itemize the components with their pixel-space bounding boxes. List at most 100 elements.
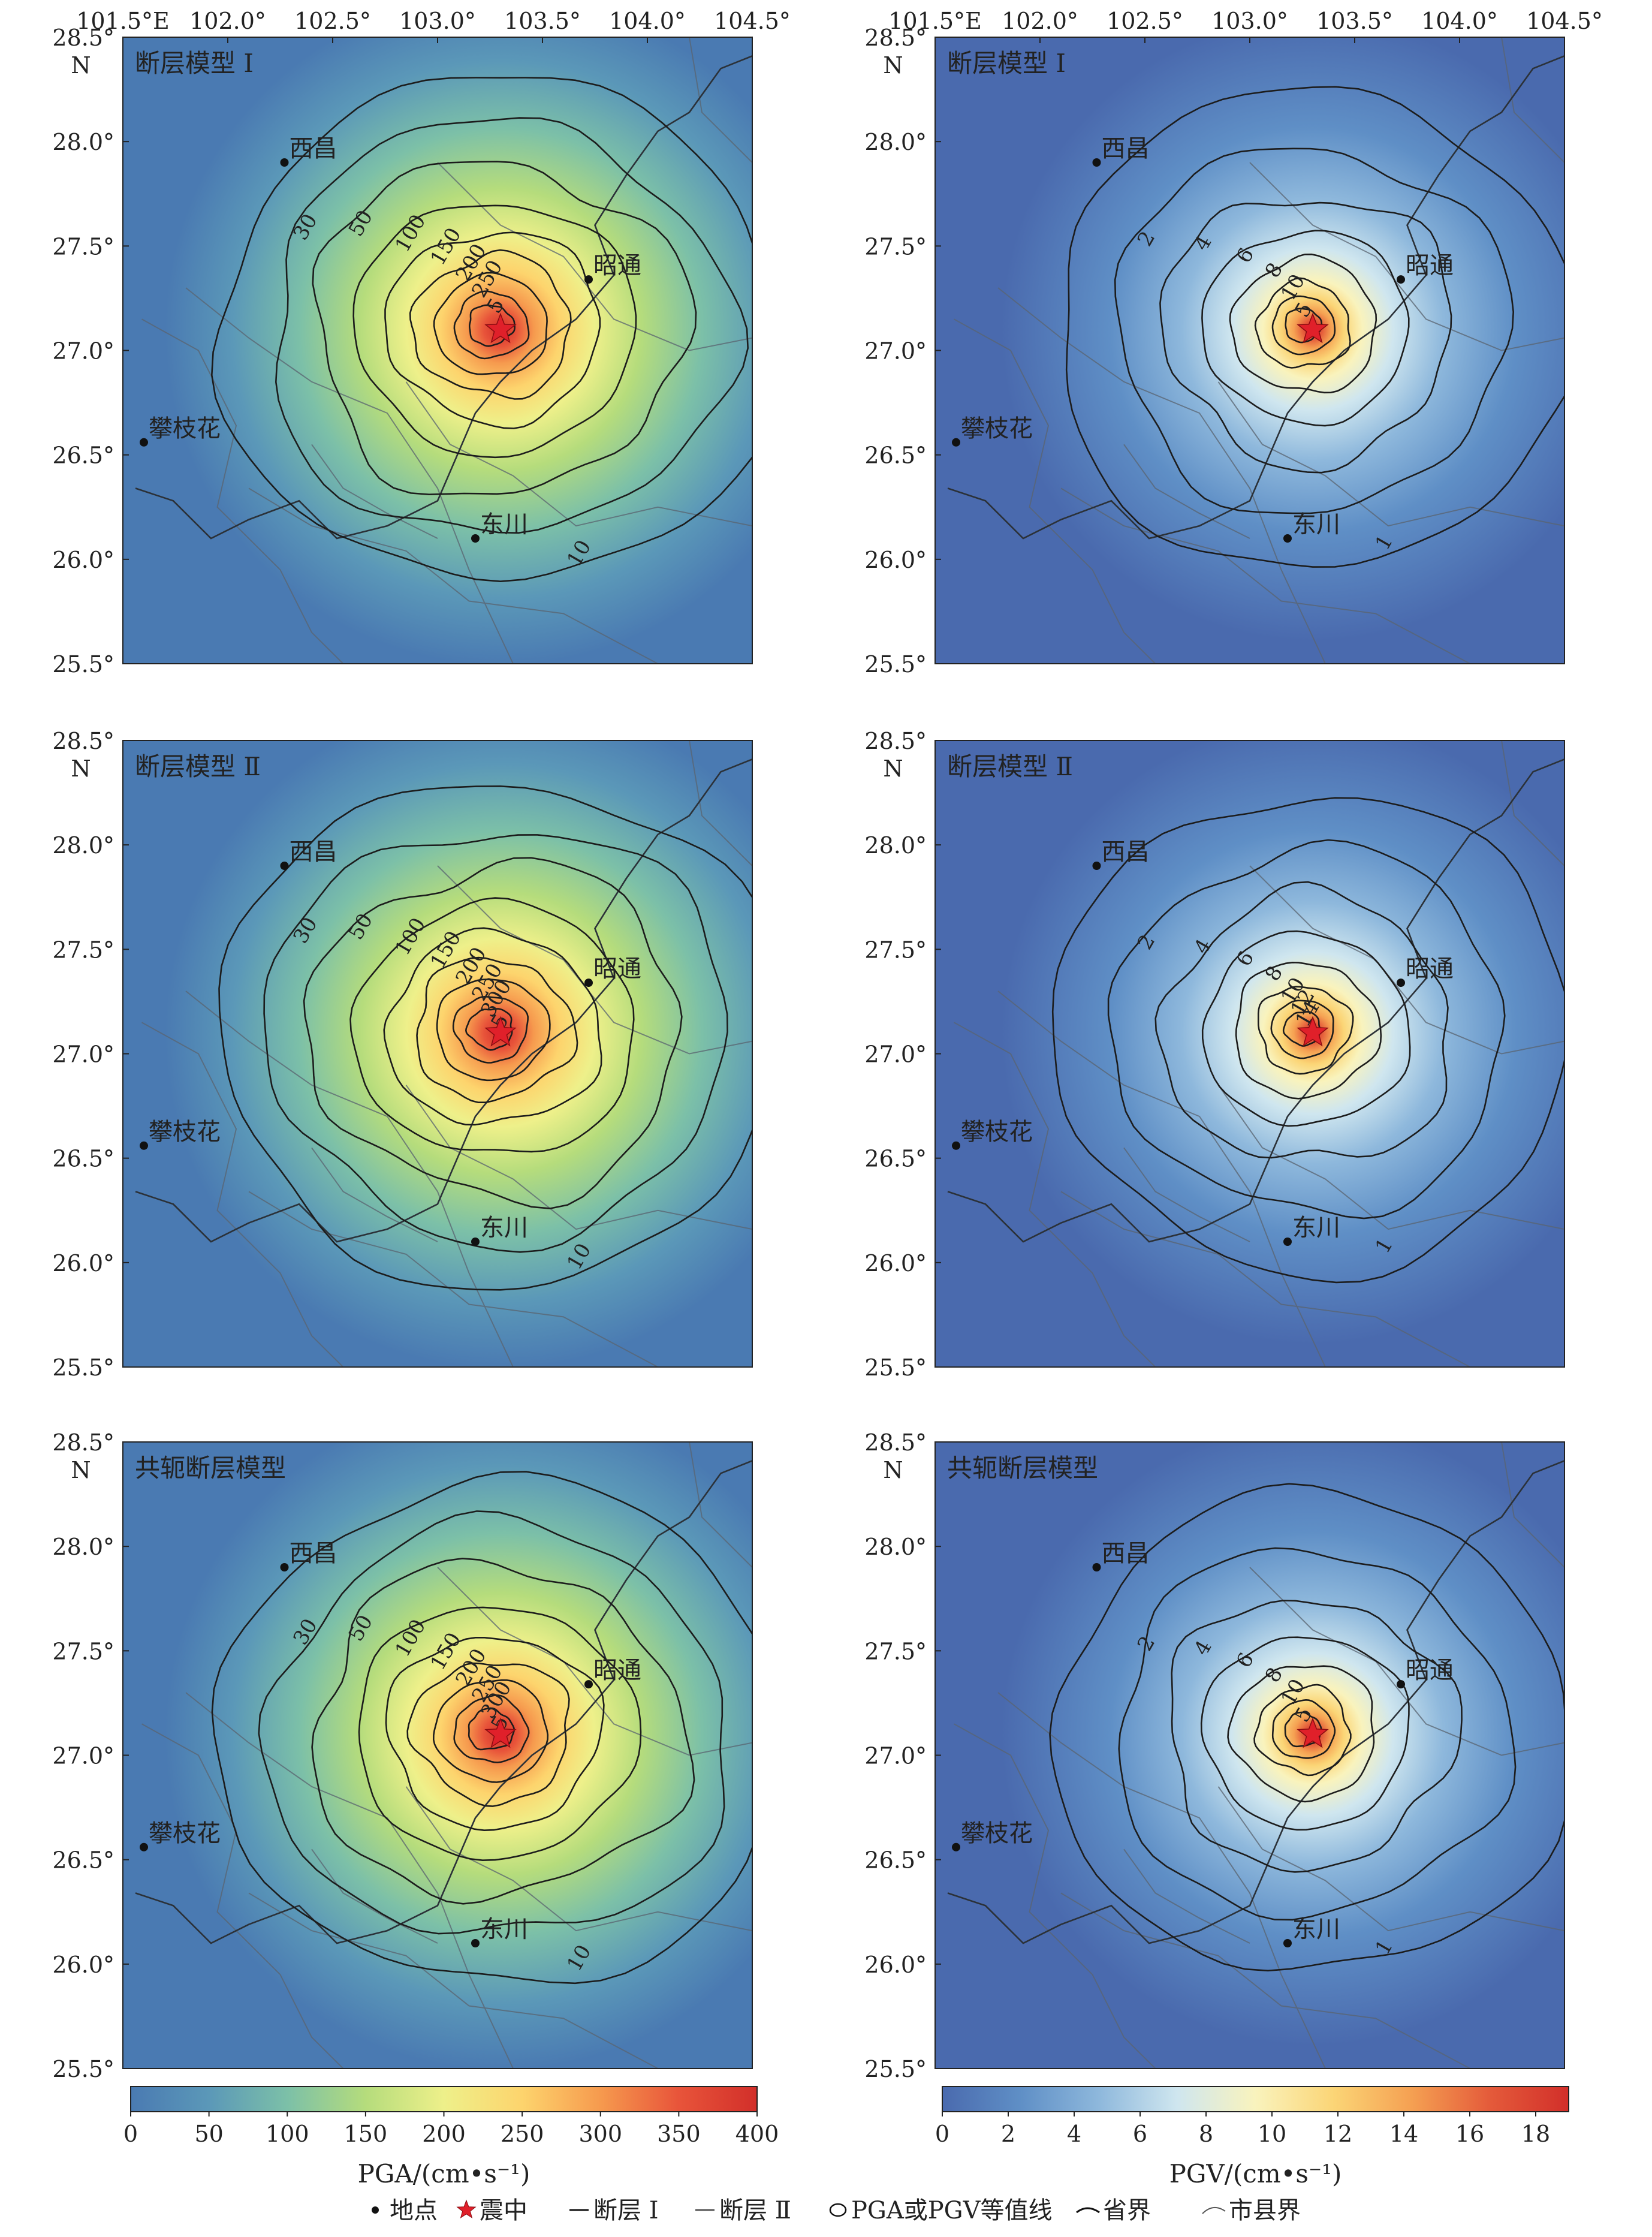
- place-dot: [584, 275, 593, 284]
- place-label: 昭通: [593, 1657, 641, 1684]
- panel-title: 断层模型 Ⅱ: [947, 752, 1073, 781]
- province-boundaries: [135, 758, 752, 1243]
- place-dot: [140, 1141, 148, 1150]
- place-label: 攀枝花: [961, 1820, 1033, 1847]
- place-label: 攀枝花: [149, 415, 221, 442]
- lon-tick-label: 102.5°: [294, 8, 371, 34]
- contour-lines: [210, 77, 752, 583]
- lon-tick-label: 104.5°: [714, 8, 791, 34]
- lat-tick-label: 27.5°: [52, 937, 114, 963]
- colorbar-tick: 250: [501, 2121, 544, 2147]
- place-label: 攀枝花: [961, 415, 1033, 442]
- county-boundaries: [954, 1442, 1564, 2069]
- place-dot: [952, 1141, 960, 1150]
- lat-tick-label: 28.0°: [52, 832, 114, 859]
- place-dot: [1092, 862, 1101, 870]
- province-boundaries: [135, 1460, 752, 1944]
- colorbar-tick: 0: [123, 2121, 138, 2147]
- lon-tick-label: 103.5°: [504, 8, 581, 34]
- intensity-field: [935, 740, 1564, 1367]
- colorbar-tick: 6: [1133, 2121, 1147, 2147]
- colorbar-tick: 350: [657, 2121, 701, 2147]
- lat-unit-label: N: [883, 755, 903, 782]
- colorbar-tick: 14: [1389, 2121, 1418, 2147]
- contour-lines: [1049, 1483, 1564, 1972]
- lat-tick-label: 27.5°: [864, 1638, 927, 1664]
- place-dot: [952, 1842, 960, 1851]
- colorbar-tick: 0: [935, 2121, 949, 2147]
- lat-tick-label: 27.0°: [864, 1041, 927, 1068]
- place-label: 西昌: [1102, 135, 1150, 162]
- legend-contour: PGA或PGV等值线: [851, 2197, 1053, 2224]
- axis-ticks: 28.5° 28.0° 27.5° 27.0° 26.5° 26.0° 25.5° N: [864, 1429, 941, 2082]
- colorbar-pgv: 0 2 4 6 8 10 12 14 16 18 PGV/(cm•s⁻¹): [935, 2086, 1569, 2188]
- lat-tick-label: 26.5°: [52, 442, 114, 469]
- map-panel-pgv-conj: 12 468105西昌昭通攀枝花东川共轭断层模型28.5°28.0°27.5°27…: [864, 1429, 1565, 2082]
- epicenter-star: [484, 1717, 517, 1748]
- place-label: 西昌: [290, 135, 337, 162]
- province-boundaries: [135, 55, 752, 540]
- province-boundaries: [947, 1460, 1564, 1944]
- place-label: 昭通: [593, 955, 641, 983]
- lat-tick-label: 28.0°: [864, 1534, 927, 1560]
- province-boundaries: [947, 758, 1564, 1243]
- epicenter-star: [484, 1016, 517, 1047]
- lat-tick-label: 26.5°: [864, 1146, 927, 1172]
- place-dot: [471, 534, 480, 543]
- place-dot: [1283, 534, 1292, 543]
- intensity-field: [935, 37, 1564, 664]
- place-dot: [471, 1238, 480, 1246]
- legend-province: 省界: [1103, 2197, 1151, 2224]
- lat-tick-label: 27.0°: [864, 1743, 927, 1769]
- legend: 地点 震中 断层 Ⅰ 断层 Ⅱ PGA或PGV等值线 省界 市县界: [372, 2197, 1301, 2224]
- lat-tick-label: 28.5°: [864, 728, 927, 754]
- axis-ticks: 28.5° 28.0° 27.5° 27.0° 26.5° 26.0° 25.5° N 101.…: [52, 8, 791, 678]
- lat-tick-label: 26.5°: [52, 1146, 114, 1172]
- place-label: 攀枝花: [149, 1820, 221, 1847]
- lat-tick-label: 25.5°: [864, 651, 927, 678]
- epicenter-star: [1297, 1717, 1329, 1748]
- place-label: 昭通: [1406, 252, 1454, 279]
- map-panel-pga-fault-2: 1030501001502002503005西昌昭通攀枝花东川断层模型 Ⅱ28.…: [52, 728, 753, 1381]
- panel-title: 断层模型 Ⅱ: [135, 752, 261, 781]
- axis-ticks: 28.5° 28.0° 27.5° 27.0° 26.5° 26.0° 25.5° N 101.…: [864, 8, 1603, 678]
- place-label: 西昌: [1102, 838, 1150, 866]
- lat-tick-label: 25.5°: [52, 1354, 114, 1381]
- place-dot: [280, 158, 289, 167]
- place-dot: [471, 1939, 480, 1947]
- lat-tick-label: 28.5°: [864, 25, 927, 51]
- place-dot: [1092, 158, 1101, 167]
- lon-tick-label: 103.5°: [1316, 8, 1393, 34]
- lat-tick-label: 27.5°: [52, 233, 114, 260]
- lon-tick-label: 101.5°E: [888, 8, 982, 34]
- county-boundaries: [141, 1442, 752, 2069]
- lat-tick-label: 26.0°: [864, 1952, 927, 1978]
- place-dot: [280, 1563, 289, 1571]
- lat-tick-label: 27.0°: [52, 338, 114, 365]
- place-dot: [1283, 1939, 1292, 1947]
- legend-fault1: 断层 Ⅰ: [593, 2197, 659, 2224]
- lat-tick-label: 27.0°: [52, 1041, 114, 1068]
- place-label: 昭通: [1406, 955, 1454, 983]
- panel-title: 断层模型 Ⅰ: [135, 49, 254, 78]
- lat-tick-label: 26.0°: [52, 1952, 114, 1978]
- lat-tick-label: 25.5°: [52, 651, 114, 678]
- colorbar-tick: 18: [1521, 2121, 1550, 2147]
- legend-place: 地点: [390, 2197, 438, 2224]
- place-label: 攀枝花: [961, 1118, 1033, 1146]
- legend-epicenter: 震中: [480, 2197, 527, 2224]
- lat-tick-label: 25.5°: [864, 2056, 927, 2082]
- lat-unit-label: N: [883, 52, 903, 79]
- colorbar-tick: 50: [194, 2121, 223, 2147]
- legend-county: 市县界: [1229, 2197, 1301, 2224]
- lat-tick-label: 26.0°: [864, 1250, 927, 1276]
- lat-tick-label: 27.5°: [864, 937, 927, 963]
- place-dot: [1397, 1680, 1405, 1689]
- panel-title: 共轭断层模型: [947, 1453, 1098, 1483]
- place-label: 东川: [1292, 511, 1340, 538]
- lat-tick-label: 27.5°: [52, 1638, 114, 1664]
